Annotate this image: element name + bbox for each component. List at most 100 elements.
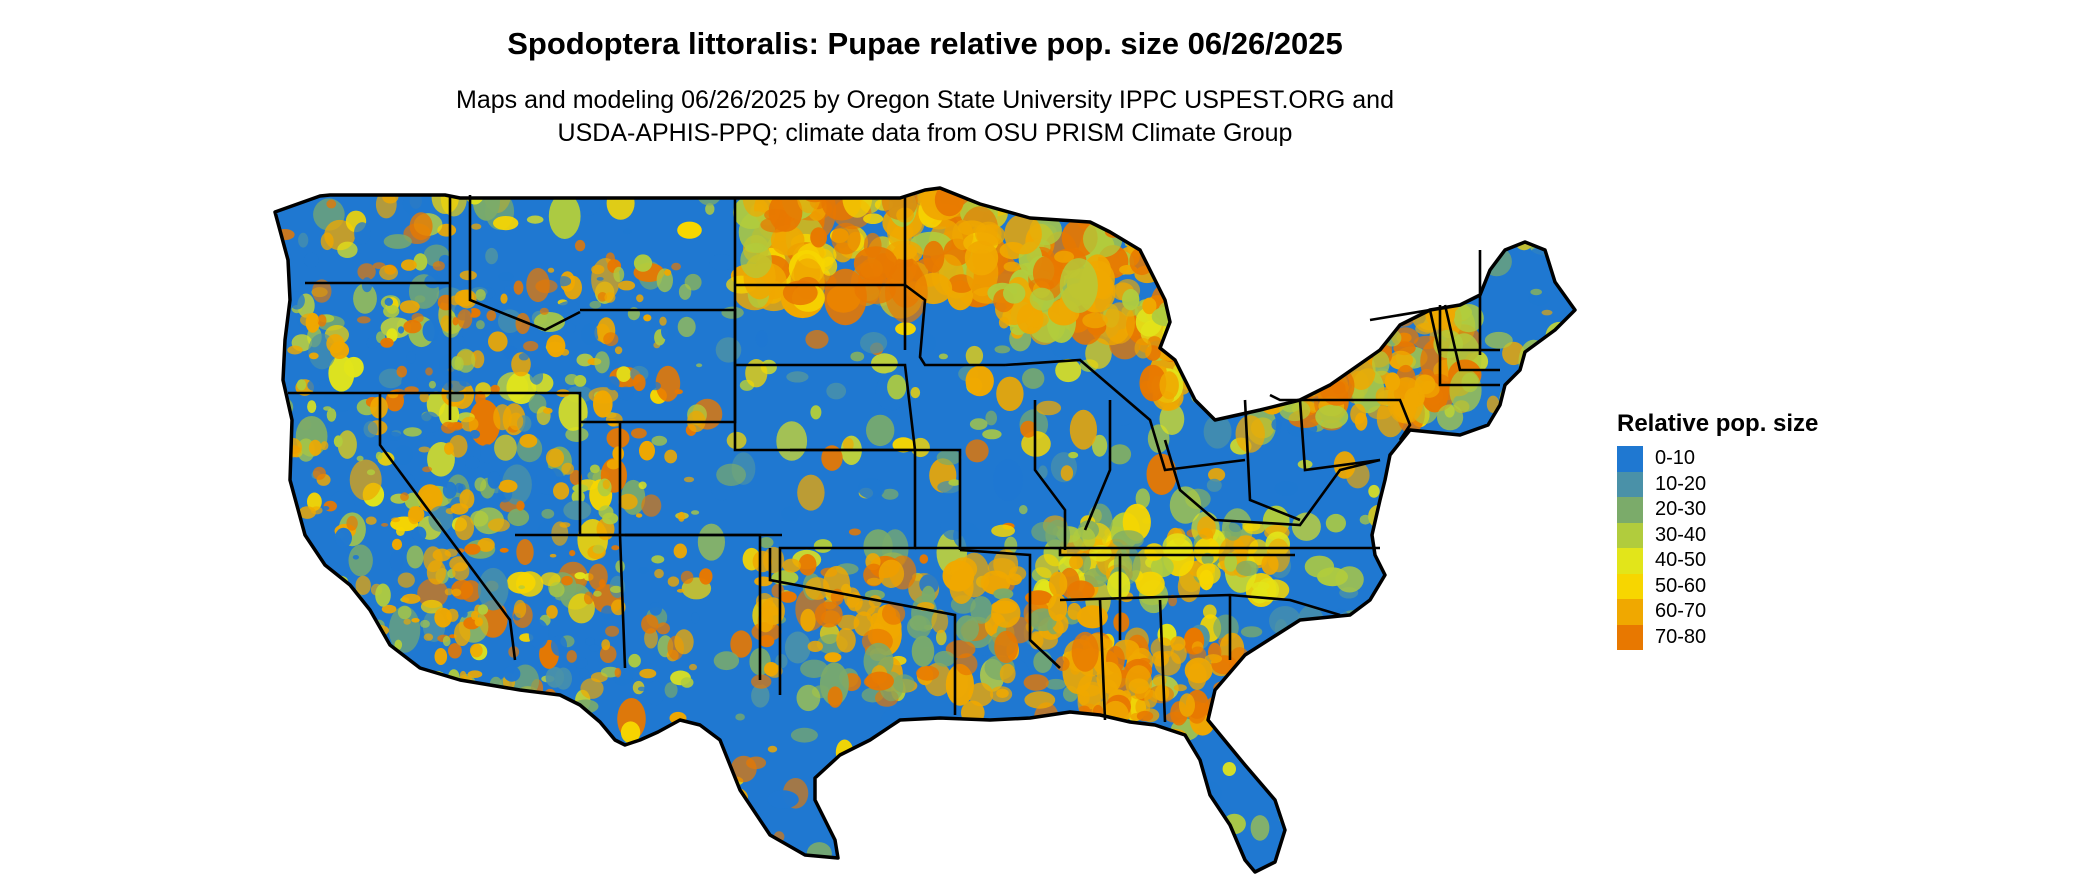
heat-patch [1424, 831, 1442, 857]
heat-patch [611, 545, 620, 551]
heat-patch [1329, 637, 1357, 677]
heat-patch [1384, 372, 1401, 392]
heat-patch [448, 435, 468, 458]
heat-patch [418, 446, 431, 453]
heat-patch [764, 662, 779, 677]
heat-patch [1020, 420, 1037, 438]
heat-patch [1153, 823, 1167, 840]
heat-patch [1291, 375, 1314, 396]
heat-patch [1033, 650, 1053, 674]
heat-patch [393, 713, 424, 742]
heat-patch [1296, 308, 1333, 343]
heat-patch [344, 712, 364, 742]
heat-patch [1349, 316, 1364, 331]
heat-patch [1214, 385, 1233, 410]
heat-patch [1068, 451, 1079, 459]
heat-patch [287, 794, 308, 805]
legend-item: 20-30 [1617, 497, 1818, 523]
heat-patch [1501, 695, 1511, 702]
heat-patch [321, 660, 334, 675]
heat-patch [1411, 704, 1423, 714]
heat-patch [873, 782, 884, 793]
heat-patch [970, 596, 993, 624]
heat-patch [559, 522, 571, 528]
heat-patch [1283, 847, 1302, 872]
heat-patch [1102, 638, 1113, 649]
heat-patch [1559, 824, 1575, 847]
heat-patch [1136, 710, 1154, 722]
heat-patch [933, 868, 950, 872]
heat-patch [1335, 566, 1364, 593]
heat-patch [1467, 435, 1480, 449]
heat-patch [300, 313, 319, 327]
heat-patch [1076, 684, 1101, 697]
heat-patch [1069, 725, 1087, 744]
heat-patch [1251, 586, 1269, 604]
heat-patch [276, 844, 292, 853]
heat-patch [677, 221, 702, 239]
heat-patch [289, 291, 305, 310]
heat-patch [1218, 406, 1227, 416]
heat-patch [1441, 255, 1460, 269]
heat-patch [1254, 307, 1287, 333]
heat-patch [1203, 604, 1217, 619]
heat-patch [1325, 513, 1346, 533]
heat-patch [933, 855, 962, 872]
heat-patch [1237, 366, 1247, 380]
heat-patch [1372, 351, 1390, 376]
heat-patch [404, 787, 419, 799]
heat-patch [696, 363, 703, 368]
heat-patch [931, 806, 964, 823]
heat-patch [1096, 661, 1122, 694]
heat-patch [487, 471, 501, 489]
heat-patch [1364, 611, 1375, 625]
heat-patch [282, 590, 300, 614]
heat-patch [1055, 656, 1070, 672]
heat-patch [1279, 363, 1305, 399]
heat-patch [281, 700, 301, 724]
heat-patch [382, 190, 399, 204]
heat-patch [1221, 312, 1235, 332]
heat-patch [1136, 571, 1165, 597]
heat-patch [490, 384, 500, 394]
heat-patch [1170, 196, 1200, 213]
heat-patch [467, 670, 483, 678]
heat-patch [1252, 581, 1270, 591]
heat-patch [612, 446, 624, 462]
heat-patch [862, 781, 885, 803]
heat-patch [1254, 260, 1281, 283]
heat-patch [454, 515, 475, 541]
heat-patch [1177, 571, 1201, 603]
heat-patch [394, 445, 413, 465]
heat-patch [423, 633, 434, 641]
heat-patch [485, 247, 498, 265]
heat-patch [1041, 765, 1059, 777]
heat-patch [965, 365, 994, 397]
heat-patch [952, 220, 974, 251]
heat-patch [649, 381, 661, 391]
heat-patch [452, 422, 463, 429]
heat-patch [800, 608, 816, 632]
heat-patch [745, 359, 768, 388]
heat-patch [1059, 258, 1098, 313]
heat-patch [863, 213, 884, 224]
heat-patch [1331, 859, 1359, 872]
heat-patch [588, 644, 600, 652]
heat-patch [1484, 331, 1513, 349]
heat-patch [504, 286, 513, 291]
heat-patch [1279, 721, 1291, 732]
heat-patch [955, 615, 979, 642]
heat-patch [853, 246, 898, 281]
heat-patch [372, 681, 392, 700]
heat-patch [411, 313, 424, 323]
heat-patch [635, 513, 643, 518]
heat-patch [985, 410, 997, 426]
heat-patch [526, 215, 544, 224]
heat-patch [697, 523, 726, 561]
heat-patch [1019, 505, 1028, 515]
heat-patch [391, 517, 401, 523]
heat-patch [382, 817, 392, 826]
heat-patch [579, 668, 590, 680]
heat-patch [861, 843, 891, 871]
heat-patch [508, 188, 517, 198]
